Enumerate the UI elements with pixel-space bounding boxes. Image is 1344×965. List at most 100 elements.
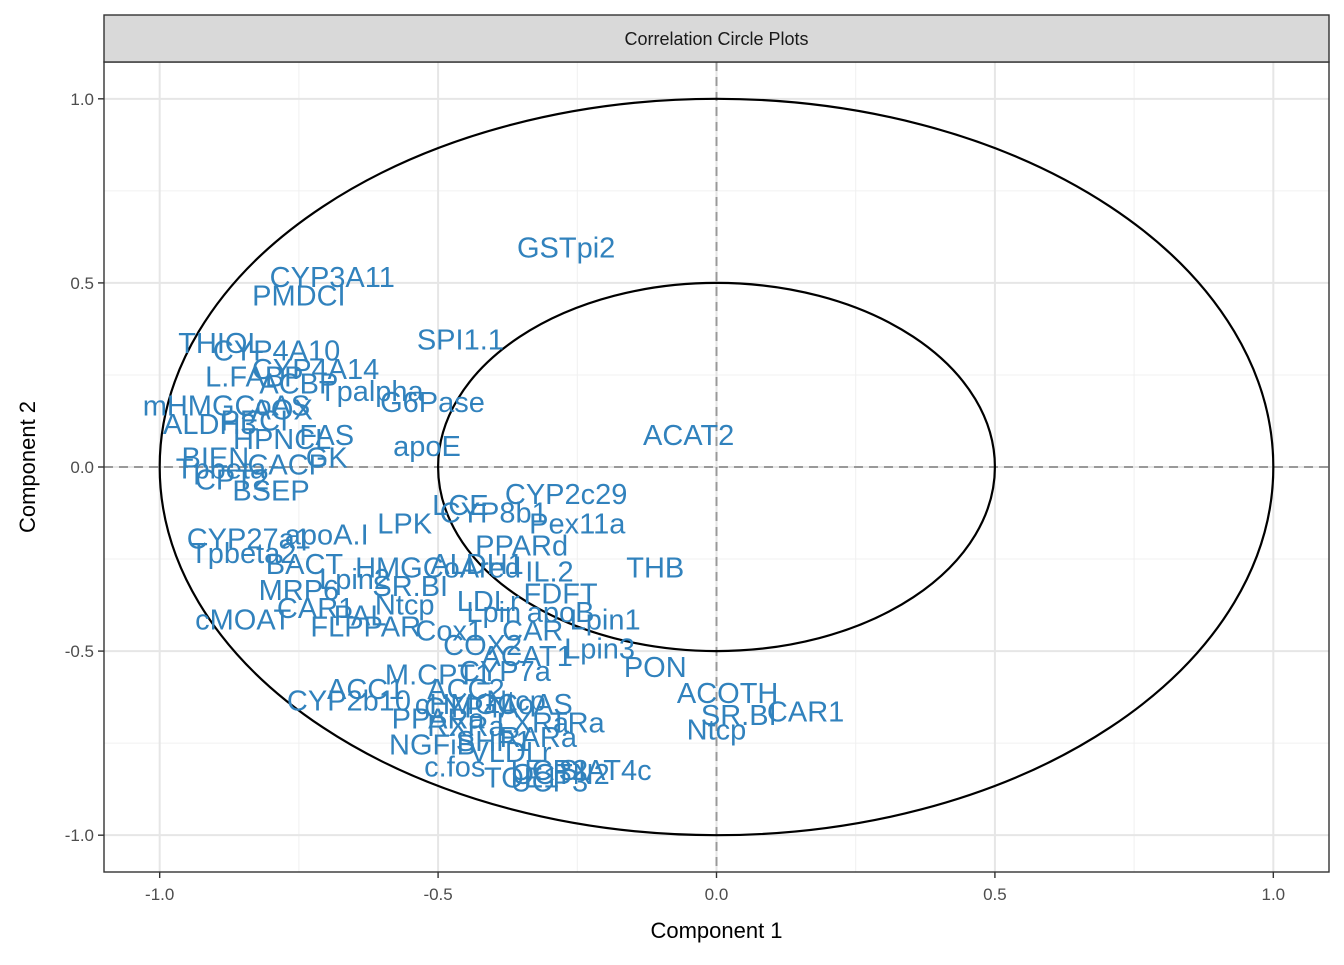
variable-label: IL.2	[525, 556, 573, 588]
variable-label: BIEN	[182, 442, 250, 474]
variable-label: Lpin2	[319, 564, 390, 596]
variable-label: M.CPT1	[385, 660, 491, 692]
variable-label: GK	[306, 442, 349, 474]
variable-label: CYP2b10	[287, 685, 411, 717]
variable-label: CAR1	[767, 696, 844, 728]
y-tick-label: -1.0	[65, 826, 94, 845]
variable-label: ALDH3	[163, 409, 257, 441]
y-tick-label: -0.5	[65, 642, 94, 661]
correlation-circle	[158, 97, 1275, 837]
variable-label: VLDLr	[469, 737, 552, 769]
variable-label: CACP	[247, 450, 328, 482]
variable-label: cMOAT	[195, 604, 291, 636]
variable-label: PAL	[334, 601, 387, 633]
variable-label: ACOTH	[677, 678, 779, 710]
x-axis-title: Component 1	[650, 918, 782, 943]
variable-label: RXRa	[427, 711, 505, 743]
variable-label: CYP8b1	[440, 498, 548, 530]
x-tick-label: 1.0	[1261, 885, 1285, 904]
variable-label: AOX	[252, 394, 313, 426]
variable-label: Pex11a	[529, 509, 626, 541]
variable-label: PON	[624, 652, 687, 684]
variable-label: apoB	[527, 597, 595, 629]
variable-label: Ntcp	[375, 590, 435, 622]
variable-label: CYP4A	[424, 693, 520, 725]
variable-label: CYP2c29	[505, 479, 628, 511]
variable-label: apoE	[393, 431, 461, 463]
variable-label: HPNCL	[233, 424, 331, 456]
variable-label: ACC1	[327, 674, 404, 706]
variable-label: CYP3A11	[270, 262, 395, 294]
variable-label: PPARd	[475, 531, 568, 563]
variable-label: SIAT4c	[559, 755, 652, 787]
variable-label: RARa	[500, 722, 578, 754]
x-tick-label: -1.0	[145, 885, 174, 904]
variable-label: Ntcp	[687, 715, 747, 747]
variable-label: Tpbeta2	[190, 538, 296, 570]
variable-label: Cox1	[415, 615, 483, 647]
variable-label: Tpbeta	[176, 453, 267, 485]
variable-label: CPT2	[195, 464, 269, 496]
variable-label: LXRa	[496, 707, 569, 739]
variable-label: LCE	[432, 490, 488, 522]
variable-label: ALDH1	[430, 549, 524, 581]
variable-label: ACC2	[427, 674, 504, 706]
correlation-circle	[436, 281, 997, 653]
variable-label: THIOL	[178, 328, 263, 360]
x-tick-label: 0.5	[983, 885, 1007, 904]
variable-label: GSTpi2	[517, 232, 615, 264]
variable-label: LPK	[377, 509, 432, 541]
variable-label: c.fos	[424, 752, 485, 784]
y-tick-label: 1.0	[70, 90, 94, 109]
variable-label: SHP1	[456, 726, 532, 758]
variable-label: Ntcp	[486, 685, 546, 717]
variable-label: MRP6	[259, 575, 340, 607]
variable-label: G6Pase	[380, 387, 485, 419]
x-tick-label: -0.5	[423, 885, 452, 904]
variable-label: CYP4A10	[213, 336, 340, 368]
variable-label: OCTN2	[511, 759, 609, 791]
variable-label: CYP4A14	[252, 354, 379, 386]
variable-label: ACAT1	[482, 641, 573, 673]
variable-label: cHMGCoAS	[415, 689, 573, 721]
variable-label: CAR	[502, 615, 563, 647]
variable-label: CAR1	[277, 593, 354, 625]
variable-label: CYP27a1	[187, 523, 311, 555]
variable-label: PMDCI	[252, 280, 345, 312]
variable-label: UCP3	[511, 766, 588, 798]
x-axis-ticks: -1.0 -0.5 0.0 0.5 1.0	[145, 872, 1285, 904]
y-tick-label: 0.0	[70, 458, 94, 477]
variable-label: NGFiB	[389, 729, 476, 761]
variable-label: Tpalpha	[319, 376, 425, 408]
variable-label: PECI	[220, 405, 288, 437]
variable-label: TOE1	[484, 763, 559, 795]
facet-strip	[103, 14, 1330, 63]
variable-label: Lpin3	[564, 634, 635, 666]
variable-label: SR.BI	[701, 700, 777, 732]
variable-label: ACBP	[259, 369, 338, 401]
variable-label: FAS	[299, 420, 354, 452]
correlation-circles	[158, 97, 1275, 837]
chart-title: Correlation Circle Plots	[624, 29, 808, 49]
variable-label: PPARa	[392, 704, 486, 736]
variable-label: UCP2	[511, 755, 588, 787]
y-axis-ticks: -1.0 -0.5 0.0 0.5 1.0	[65, 90, 104, 845]
y-tick-label: 0.5	[70, 274, 94, 293]
variable-label: THB	[626, 553, 684, 585]
variable-label: apoA.I	[285, 520, 369, 552]
variable-label: SPI1.1	[417, 324, 504, 356]
variable-label: SR.BI	[372, 571, 448, 603]
variable-label: ACAT2	[643, 420, 734, 452]
variable-label: TRa	[550, 707, 606, 739]
variable-label: CYP7a	[459, 656, 552, 688]
y-axis-title: Component 2	[15, 401, 40, 533]
x-tick-label: 0.0	[705, 885, 729, 904]
variable-label: BSEP	[232, 475, 309, 507]
variable-label: LDLr	[457, 586, 520, 618]
variable-label: FLPPAR	[310, 612, 421, 644]
variable-label: HMGCoAred	[355, 553, 521, 585]
variable-label: Lpin1	[570, 604, 641, 636]
variable-label: FDFT	[524, 579, 598, 611]
